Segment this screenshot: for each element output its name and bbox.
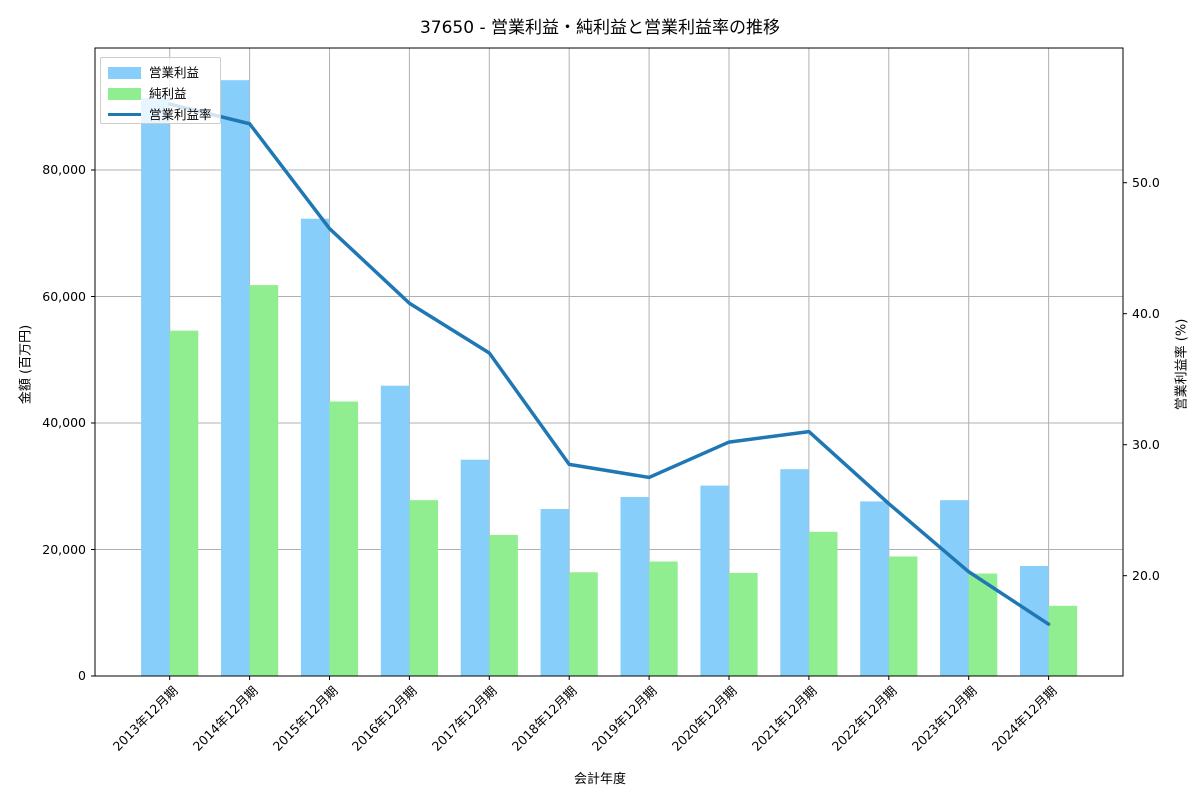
- y-axis-right-tick-label: 20.0: [1132, 567, 1160, 583]
- legend-item-operating-margin: 営業利益率: [108, 104, 220, 125]
- net-profit-bar: [329, 401, 359, 676]
- net-profit-bar: [249, 285, 279, 676]
- y-axis-left-tick-label: 60,000: [42, 288, 86, 304]
- y-axis-right-tick-label: 30.0: [1132, 436, 1160, 452]
- operating-profit-bar: [860, 501, 889, 676]
- legend-label: 営業利益率: [149, 106, 212, 122]
- legend-item-net-profit: 純利益: [108, 83, 220, 104]
- net-profit-bar: [569, 572, 598, 676]
- operating-profit-bar: [221, 80, 250, 676]
- y-axis-left-tick-label: 20,000: [42, 541, 86, 557]
- net-profit-bar: [649, 561, 678, 676]
- x-axis-title: 会計年度: [573, 772, 626, 787]
- operating-margin-line-sample: [108, 113, 141, 116]
- operating-profit-bar: [380, 385, 410, 676]
- legend-item-operating-profit: 営業利益: [108, 62, 220, 83]
- y-axis-left-tick-label: 0: [78, 668, 86, 683]
- operating-profit-bar: [700, 485, 729, 676]
- y-axis-right-title: 営業利益率 (%): [1174, 318, 1190, 411]
- legend-label: 純利益: [149, 85, 187, 101]
- operating-profit-bar: [780, 469, 809, 676]
- y-axis-right-tick-label: 50.0: [1132, 174, 1160, 190]
- legend: 営業利益 純利益 営業利益率: [100, 57, 221, 124]
- net-profit-swatch: [108, 87, 141, 100]
- net-profit-bar: [968, 573, 998, 676]
- net-profit-bar: [888, 556, 918, 676]
- chart-title: 37650 - 営業利益・純利益と営業利益率の推移: [419, 18, 781, 38]
- y-axis-left-tick-label: 80,000: [42, 162, 86, 177]
- operating-margin-line: [167, 102, 1051, 626]
- net-profit-bar: [169, 330, 199, 676]
- net-profit-bar: [729, 572, 758, 676]
- operating-profit-bar: [540, 509, 570, 676]
- plot-border: [94, 47, 1124, 677]
- y-axis-right-tick-label: 40.0: [1132, 305, 1160, 321]
- operating-profit-bar: [300, 218, 330, 676]
- operating-profit-bar: [460, 459, 490, 676]
- operating-profit-bar: [141, 97, 170, 676]
- operating-profit-bar: [620, 497, 650, 676]
- y-axis-left-title: 金額 (百万円): [18, 324, 34, 405]
- net-profit-bar: [1048, 605, 1078, 676]
- legend-label: 営業利益: [149, 64, 200, 80]
- net-profit-bar: [489, 534, 518, 676]
- operating-profit-bar: [940, 500, 969, 676]
- operating-profit-swatch: [108, 66, 141, 79]
- y-axis-left-tick-label: 40,000: [42, 415, 86, 430]
- net-profit-bar: [808, 531, 838, 676]
- net-profit-bar: [409, 500, 438, 676]
